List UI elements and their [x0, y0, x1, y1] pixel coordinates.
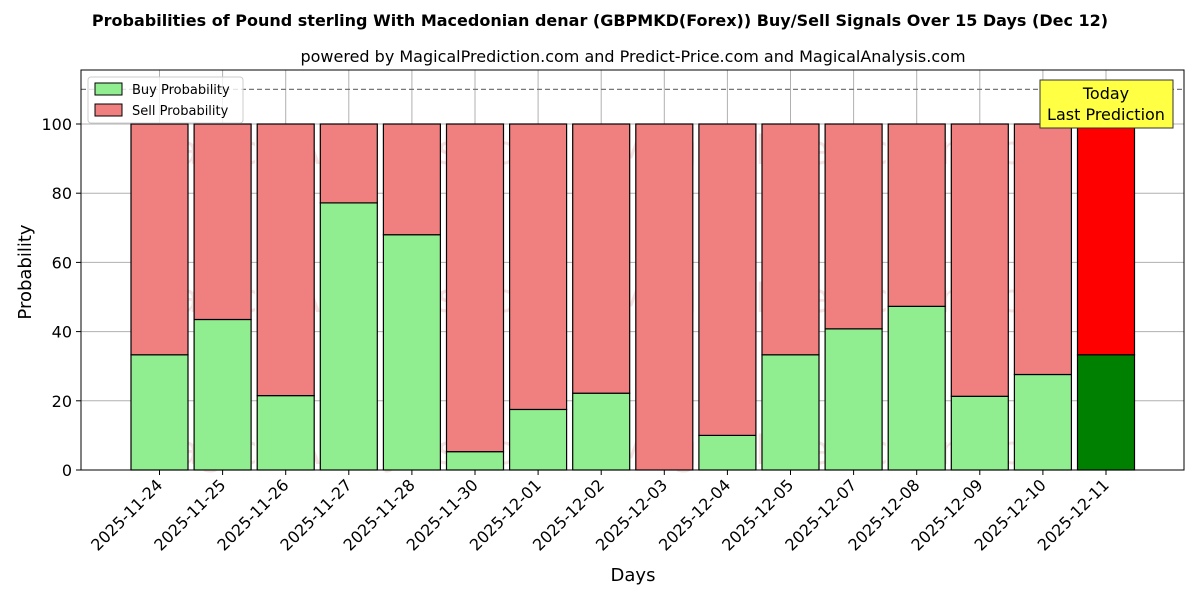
annotation-line2: Last Prediction	[1047, 105, 1165, 124]
y-tick-label: 20	[52, 392, 72, 411]
bar-sell	[761, 123, 820, 356]
bar-buy	[319, 202, 378, 471]
bar-buy	[572, 392, 631, 471]
bar-sell	[950, 123, 1009, 397]
legend-box	[87, 76, 244, 124]
bar-buy	[445, 451, 505, 471]
bar-sell	[572, 123, 631, 394]
bar-buy	[1076, 354, 1136, 471]
annotation-line1: Today	[1082, 84, 1129, 103]
bar-sell	[319, 123, 378, 204]
bar-buy	[950, 395, 1009, 471]
chart-title: Probabilities of Pound sterling With Mac…	[92, 11, 1108, 30]
bar-buy	[509, 408, 568, 471]
bar-sell	[824, 123, 883, 330]
y-ticks: 0 20 40 60 80 100	[41, 115, 81, 480]
bar-sell	[698, 123, 757, 436]
bar-sell	[382, 123, 441, 236]
axes	[80, 69, 1185, 471]
x-ticks: 2025-11-242025-11-252025-11-262025-11-27…	[87, 470, 1113, 555]
bar-sell	[635, 123, 694, 471]
bar-buy	[256, 395, 315, 471]
bar-buy	[824, 328, 883, 471]
bar-sell	[445, 123, 505, 453]
bar-sell	[256, 123, 315, 397]
y-tick-label: 80	[52, 184, 72, 203]
today-annotation: Today Last Prediction	[1039, 79, 1174, 129]
legend-swatch-sell	[94, 103, 123, 117]
bar-buy	[382, 234, 441, 471]
annotation-box	[1039, 79, 1174, 129]
legend-label-sell: Sell Probability	[132, 104, 229, 119]
bar-buy	[1013, 373, 1073, 471]
y-tick-label: 0	[62, 461, 72, 480]
bar-sell	[887, 123, 946, 307]
bar-sell	[1013, 123, 1073, 376]
y-tick-label: 60	[52, 253, 72, 272]
legend: Buy Probability Sell Probability	[87, 76, 244, 124]
bar-buy	[193, 318, 252, 471]
chart-subtitle: powered by MagicalPrediction.com and Pre…	[300, 47, 965, 66]
legend-swatch-buy	[94, 82, 123, 96]
x-axis-label: Days	[611, 565, 656, 586]
bars	[130, 123, 1136, 471]
y-axis-label: Probability	[15, 224, 36, 319]
y-tick-label: 100	[41, 115, 72, 134]
y-tick-label: 40	[52, 323, 72, 342]
bar-buy	[761, 354, 820, 471]
bar-buy	[698, 434, 757, 471]
bar-sell	[193, 123, 252, 321]
plot-frame	[80, 69, 1185, 471]
bar-buy	[130, 354, 189, 471]
bar-sell	[509, 123, 568, 411]
bar-sell	[1076, 123, 1136, 356]
bar-sell	[130, 123, 189, 356]
legend-label-buy: Buy Probability	[132, 83, 230, 98]
bar-buy	[887, 305, 946, 471]
